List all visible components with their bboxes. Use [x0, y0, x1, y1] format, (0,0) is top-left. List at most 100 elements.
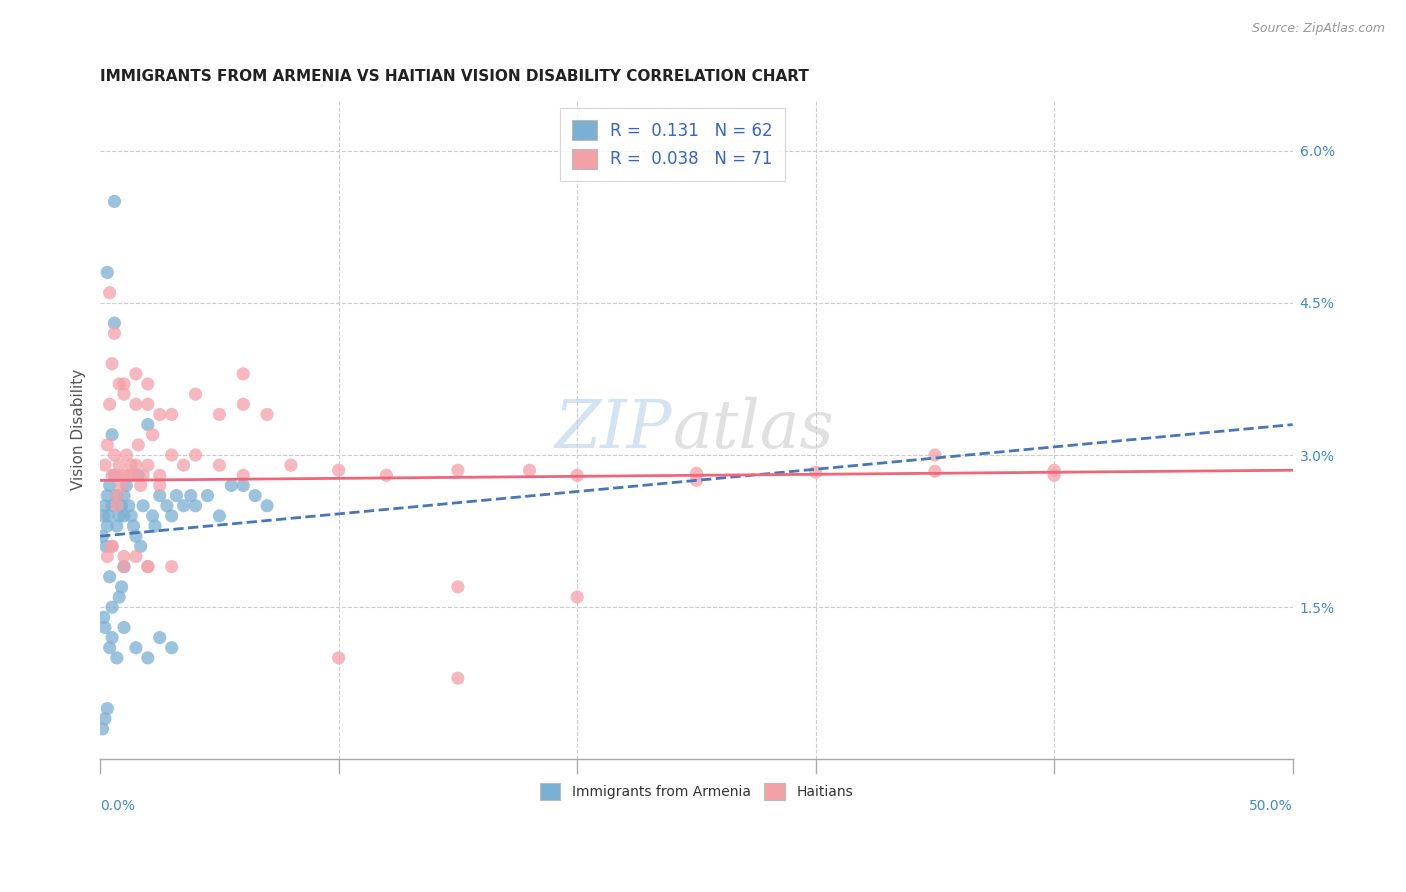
Point [101, 468, 124, 483]
Point [132, 468, 155, 483]
Point [328, 463, 350, 477]
Point [232, 468, 254, 483]
Point [156, 499, 179, 513]
Point [98, 478, 121, 492]
Point [101, 539, 124, 553]
Point [91, 722, 114, 736]
Point [122, 519, 145, 533]
Point [110, 478, 132, 492]
Point [328, 651, 350, 665]
Point [108, 458, 131, 472]
Point [565, 590, 588, 604]
Point [149, 468, 172, 483]
Point [232, 397, 254, 411]
Point [122, 468, 145, 483]
Point [101, 499, 124, 513]
Point [125, 529, 148, 543]
Point [125, 640, 148, 655]
Text: atlas: atlas [672, 397, 834, 462]
Point [129, 478, 152, 492]
Point [173, 458, 195, 472]
Point [103, 194, 125, 209]
Point [105, 651, 128, 665]
Point [127, 468, 149, 483]
Point [243, 489, 266, 503]
Text: 0.0%: 0.0% [100, 799, 135, 813]
Text: Source: ZipAtlas.com: Source: ZipAtlas.com [1251, 22, 1385, 36]
Point [447, 671, 470, 685]
Point [101, 600, 124, 615]
Point [149, 478, 172, 492]
Point [565, 468, 588, 483]
Point [685, 467, 707, 481]
Point [97, 508, 120, 523]
Point [91, 529, 114, 543]
Point [232, 367, 254, 381]
Point [96, 265, 118, 279]
Point [160, 559, 183, 574]
Point [447, 463, 470, 477]
Point [149, 489, 172, 503]
Point [129, 539, 152, 553]
Point [149, 631, 172, 645]
Point [132, 499, 155, 513]
Point [112, 377, 135, 392]
Point [105, 468, 128, 483]
Point [208, 408, 231, 422]
Point [103, 326, 125, 341]
Point [118, 499, 141, 513]
Point [105, 489, 128, 503]
Point [143, 519, 166, 533]
Point [232, 478, 254, 492]
Point [136, 559, 159, 574]
Point [101, 539, 124, 553]
Point [125, 458, 148, 472]
Point [142, 508, 165, 523]
Point [208, 458, 231, 472]
Point [112, 549, 135, 564]
Point [112, 508, 135, 523]
Point [924, 464, 946, 478]
Point [101, 427, 124, 442]
Point [112, 489, 135, 503]
Point [142, 427, 165, 442]
Point [1043, 468, 1066, 483]
Point [108, 508, 131, 523]
Point [110, 499, 132, 513]
Point [149, 408, 172, 422]
Point [160, 640, 183, 655]
Point [98, 285, 121, 300]
Point [160, 408, 183, 422]
Point [94, 620, 117, 634]
Point [105, 499, 128, 513]
Text: IMMIGRANTS FROM ARMENIA VS HAITIAN VISION DISABILITY CORRELATION CHART: IMMIGRANTS FROM ARMENIA VS HAITIAN VISIO… [100, 69, 808, 84]
Point [136, 417, 159, 432]
Legend: Immigrants from Armenia, Haitians: Immigrants from Armenia, Haitians [534, 777, 859, 805]
Point [94, 712, 117, 726]
Point [804, 465, 827, 479]
Point [173, 499, 195, 513]
Point [136, 559, 159, 574]
Point [924, 448, 946, 462]
Point [110, 580, 132, 594]
Point [120, 508, 142, 523]
Point [184, 448, 207, 462]
Point [98, 570, 121, 584]
Point [112, 620, 135, 634]
Point [101, 357, 124, 371]
Point [125, 397, 148, 411]
Point [105, 519, 128, 533]
Point [136, 397, 159, 411]
Point [96, 549, 118, 564]
Point [115, 448, 138, 462]
Point [136, 377, 159, 392]
Point [256, 499, 278, 513]
Point [118, 468, 141, 483]
Point [208, 508, 231, 523]
Point [221, 478, 243, 492]
Point [96, 489, 118, 503]
Point [115, 478, 138, 492]
Point [108, 590, 131, 604]
Point [125, 549, 148, 564]
Point [103, 468, 125, 483]
